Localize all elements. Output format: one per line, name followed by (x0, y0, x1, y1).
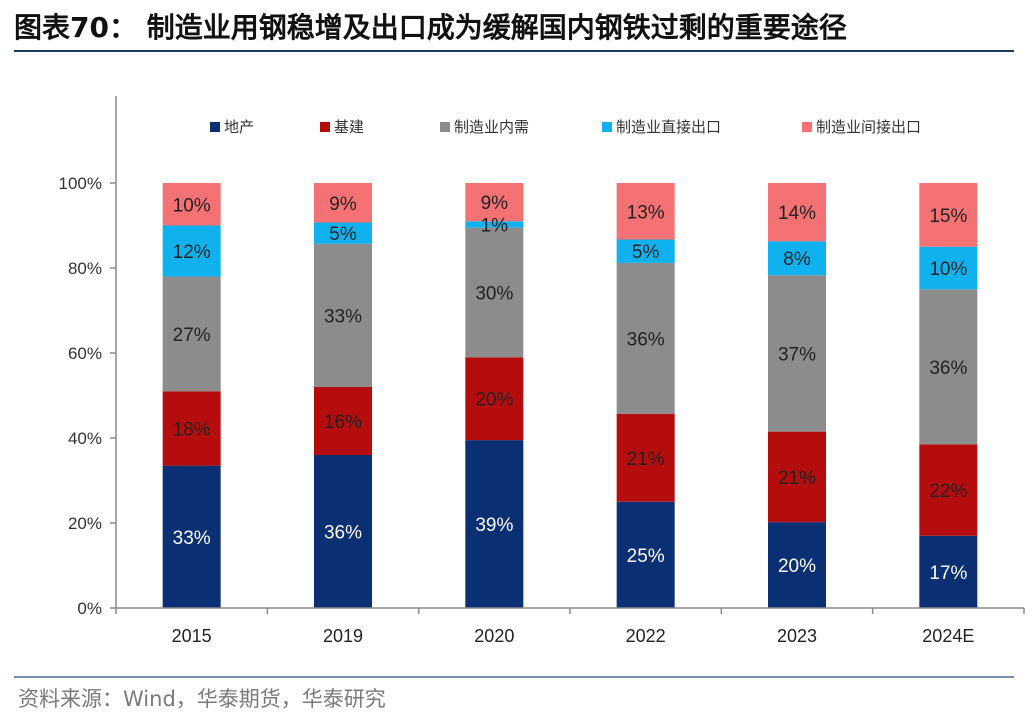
data-label-2-2019: 16% (324, 412, 362, 433)
data-label-5-2019: 9% (329, 194, 357, 215)
legend: 地产 基建 制造业内需 制造业直接出口 制造业间接出口 (210, 118, 921, 136)
data-label-4-2023: 8% (783, 249, 811, 270)
bar-segment-property-2019 (314, 455, 372, 608)
data-label-4-2020: 1% (481, 215, 509, 236)
data-label-5-2023: 14% (778, 203, 816, 224)
y-tick-label: 60% (68, 344, 102, 363)
data-label-5-2024E: 15% (929, 206, 967, 227)
data-label-2-2015: 18% (173, 419, 211, 440)
y-tick-label: 0% (77, 599, 102, 618)
bar-segment-manufacturing-indirect-export-2023 (768, 183, 826, 242)
bar-segment-infrastructure-2024E (919, 444, 978, 536)
chart-title: 图表70： 制造业用钢稳增及出口成为缓解国内钢铁过剩的重要途径 (14, 11, 847, 44)
x-axis: 2015 2019 2020 2022 2023 2024E (115, 607, 1025, 646)
legend-label-4: 制造业直接出口 (616, 118, 721, 136)
x-tick-label-2019: 2019 (323, 626, 363, 646)
data-label-5-2020: 9% (481, 193, 509, 214)
x-tick-label-2024E: 2024E (922, 626, 974, 646)
bar-segment-property-2022 (616, 501, 675, 608)
bar-segment-manufacturing-domestic-2015 (162, 276, 221, 392)
bar-segment-infrastructure-2019 (314, 387, 372, 455)
data-label-2-2020: 20% (475, 390, 513, 411)
bar-segment-manufacturing-indirect-export-2015 (162, 183, 221, 226)
data-label-5-2015: 10% (173, 195, 211, 216)
bar-segment-manufacturing-direct-export-2022 (616, 239, 675, 263)
bar-segment-infrastructure-2015 (162, 391, 221, 466)
legend-label-3: 制造业内需 (454, 118, 529, 136)
bar-segment-manufacturing-indirect-export-2019 (314, 183, 372, 223)
data-label-3-2022: 36% (627, 329, 665, 350)
x-tick-label-2015: 2015 (172, 626, 212, 646)
bar-segment-manufacturing-direct-export-2023 (768, 241, 826, 276)
data-label-4-2022: 5% (632, 242, 660, 263)
legend-label-1: 地产 (224, 118, 254, 136)
bar-segment-manufacturing-domestic-2020 (465, 227, 524, 358)
bar-segment-infrastructure-2020 (465, 357, 524, 441)
data-label-1-2022: 25% (627, 546, 665, 567)
data-label-2-2024E: 22% (929, 481, 967, 502)
title-rule (14, 50, 1014, 52)
data-label-1-2023: 20% (778, 556, 816, 577)
bar-segment-infrastructure-2023 (768, 431, 826, 523)
data-label-3-2023: 37% (778, 344, 816, 365)
bar-segment-manufacturing-domestic-2019 (314, 243, 372, 387)
y-tick-label: 80% (68, 259, 102, 278)
bar-segment-manufacturing-domestic-2022 (616, 262, 675, 414)
data-label-4-2019: 5% (329, 224, 357, 245)
bar-segment-manufacturing-domestic-2023 (768, 275, 826, 432)
y-tick-label: 20% (68, 514, 102, 533)
bar-segment-property-2023 (768, 522, 826, 608)
bar-segment-property-2015 (162, 465, 221, 608)
bar-segment-manufacturing-direct-export-2019 (314, 222, 372, 244)
bar-segment-property-2020 (465, 440, 524, 608)
x-tick-label-2023: 2023 (777, 626, 817, 646)
legend-swatch-3 (440, 122, 450, 132)
bar-segment-manufacturing-direct-export-2015 (162, 225, 221, 277)
x-tick-label-2020: 2020 (474, 626, 514, 646)
data-label-5-2022: 13% (627, 202, 665, 223)
data-label-3-2024E: 36% (929, 358, 967, 379)
value-labels: 33%18%27%12%10%36%16%33%5%9%39%20%30%1%9… (173, 193, 968, 584)
bar-segment-manufacturing-indirect-export-2024E (919, 183, 978, 247)
data-label-4-2024E: 10% (929, 259, 967, 280)
bar-segment-manufacturing-domestic-2024E (919, 289, 978, 445)
y-axis: 0% 20% 40% 60% 80% 100% (59, 96, 117, 618)
data-label-3-2015: 27% (173, 325, 211, 346)
bar-segment-infrastructure-2022 (616, 413, 675, 502)
legend-label-5: 制造业间接出口 (816, 118, 921, 136)
footer-rule (14, 676, 1014, 678)
y-tick-label: 40% (68, 429, 102, 448)
bar-segment-manufacturing-indirect-export-2020 (465, 183, 524, 222)
legend-swatch-1 (210, 122, 220, 132)
bar-segment-manufacturing-direct-export-2024E (919, 246, 978, 290)
data-label-1-2015: 33% (173, 528, 211, 549)
bars (162, 183, 978, 608)
bar-segment-manufacturing-direct-export-2020 (465, 221, 524, 228)
y-tick-label: 100% (59, 174, 102, 193)
legend-swatch-4 (602, 122, 612, 132)
data-label-4-2015: 12% (173, 242, 211, 263)
x-tick-label-2022: 2022 (626, 626, 666, 646)
data-label-3-2019: 33% (324, 306, 362, 327)
data-label-3-2020: 30% (475, 283, 513, 304)
bar-segment-property-2024E (919, 535, 978, 608)
data-label-1-2024E: 17% (929, 563, 967, 584)
source-note: 资料来源：Wind，华泰期货，华泰研究 (18, 687, 386, 711)
data-label-2-2023: 21% (778, 468, 816, 489)
data-label-1-2019: 36% (324, 523, 362, 544)
legend-label-2: 基建 (334, 118, 364, 136)
legend-swatch-2 (320, 122, 330, 132)
stacked-bar-chart: 地产 基建 制造业内需 制造业直接出口 制造业间接出口 0% 20% 40% 60% 80% 10… (59, 96, 1025, 646)
data-label-2-2022: 21% (627, 449, 665, 470)
legend-swatch-5 (802, 122, 812, 132)
bar-segment-manufacturing-indirect-export-2022 (616, 183, 675, 240)
data-label-1-2020: 39% (475, 515, 513, 536)
